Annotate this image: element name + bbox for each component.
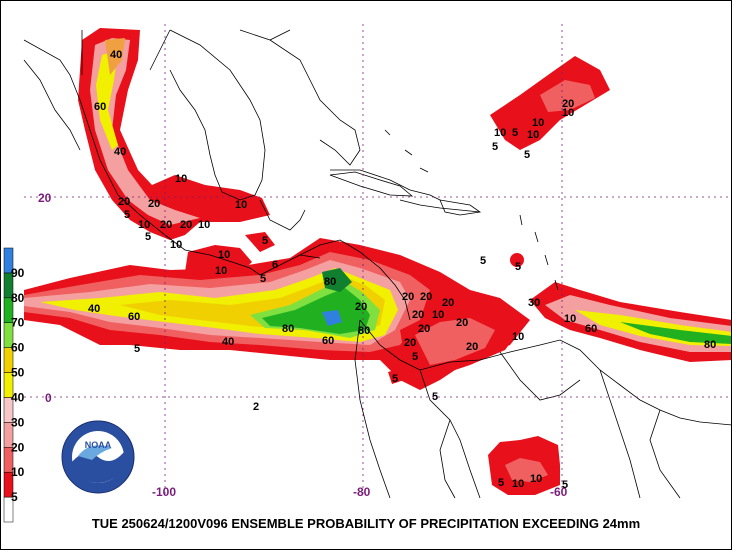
lon-label: -100 xyxy=(152,485,176,499)
contour-label: 20 xyxy=(418,323,430,335)
contour-label: 10 xyxy=(530,473,542,485)
field-itcz-blue xyxy=(322,310,342,326)
legend-label: 20 xyxy=(11,440,25,454)
lon-label: -80 xyxy=(353,485,371,499)
logo-text: NOAA xyxy=(85,440,112,450)
contour-label: 20 xyxy=(412,309,424,321)
field-atlantic-green xyxy=(620,322,732,344)
field-south-atlantic-salmon xyxy=(505,458,548,482)
contour-label: 40 xyxy=(222,336,234,348)
legend-label: 40 xyxy=(11,390,25,404)
contour-label: 40 xyxy=(88,303,100,315)
contour-label: 5 xyxy=(262,235,268,247)
lon-label: -60 xyxy=(550,485,568,499)
contour-label: 5 xyxy=(498,477,504,489)
contour-label: 30 xyxy=(528,297,540,309)
field-mexico-yellow xyxy=(96,50,118,150)
contour-label: 60 xyxy=(585,323,597,335)
contour-label: 60 xyxy=(322,335,334,347)
field-venezuela-salmon xyxy=(415,318,495,365)
lat-label: 0 xyxy=(45,391,52,405)
contour-label: 20 xyxy=(180,219,192,231)
contour-label: 5 xyxy=(412,351,418,363)
contour-labels: 40 60 40 10 10 20 20 5 10 20 20 10 5 10 … xyxy=(88,49,716,491)
noaa-logo: NOAA xyxy=(61,420,135,494)
contour-label: 20 xyxy=(442,297,454,309)
contour-label: 40 xyxy=(114,146,126,158)
contour-label: 10 xyxy=(527,129,539,141)
contour-label: 20 xyxy=(148,198,160,210)
contour-label: 10 xyxy=(170,239,182,251)
precip-fields xyxy=(24,28,732,495)
contour-label: 20 xyxy=(466,341,478,353)
color-legend: 5 10 20 30 40 50 60 70 80 90 xyxy=(3,247,25,523)
lat-label: 20 xyxy=(38,191,52,205)
legend-label: 90 xyxy=(11,266,25,280)
contour-label: 10 xyxy=(198,219,210,231)
contour-label: 5 xyxy=(432,391,438,403)
contour-label: 5 xyxy=(515,261,521,273)
contour-label: 10 xyxy=(494,127,506,139)
field-venezuela-red-2 xyxy=(388,368,404,384)
legend-label: 10 xyxy=(11,465,25,479)
field-mexico-pink xyxy=(90,38,200,225)
contour-label: 80 xyxy=(358,325,370,337)
field-mexico-orange xyxy=(105,38,125,75)
contour-label: 5 xyxy=(124,209,130,221)
legend-label: 30 xyxy=(11,415,25,429)
contour-label: 80 xyxy=(324,276,336,288)
contour-label: 10 xyxy=(512,331,524,343)
contour-label: 10 xyxy=(532,117,544,129)
contour-label: 10 xyxy=(564,313,576,325)
contour-label: 80 xyxy=(704,339,716,351)
contour-label: 5 xyxy=(145,231,151,243)
axis-labels: 20 0 -100 -80 -60 xyxy=(38,191,568,499)
gridlines xyxy=(24,24,732,498)
contour-label: 5 xyxy=(512,127,518,139)
contour-label: 20 xyxy=(118,196,130,208)
contour-label: 10 xyxy=(175,173,187,185)
contour-label: 10 xyxy=(218,249,230,261)
contour-label: 40 xyxy=(110,49,122,61)
field-itcz-darkgreen xyxy=(322,268,352,292)
contour-label: 5 xyxy=(480,255,486,267)
contour-label: 20 xyxy=(402,291,414,303)
legend-swatch xyxy=(3,247,14,274)
contour-label: 10 xyxy=(512,478,524,490)
legend-label: 60 xyxy=(11,341,25,355)
legend-label: 70 xyxy=(11,316,25,330)
contour-label: 5 xyxy=(392,373,398,385)
field-ca-red-2 xyxy=(245,232,275,252)
contour-label: 10 xyxy=(432,309,444,321)
contour-label: 10 xyxy=(138,219,150,231)
contour-label: 20 xyxy=(420,291,432,303)
islands xyxy=(384,129,559,291)
contour-label: 5 xyxy=(524,149,530,161)
contour-label: 20 xyxy=(160,219,172,231)
contour-label: 5 xyxy=(492,141,498,153)
contour-label: 20 xyxy=(562,98,574,110)
contour-label: 2 xyxy=(253,401,259,413)
contour-label: 5 xyxy=(562,479,568,491)
contour-label: 5 xyxy=(134,343,140,355)
contour-label: 20 xyxy=(355,301,367,313)
contour-label: 20 xyxy=(456,317,468,329)
contour-label: 10 xyxy=(215,265,227,277)
legend-label: 5 xyxy=(11,490,18,504)
contour-label: 80 xyxy=(282,323,294,335)
field-north-atlantic-salmon xyxy=(540,80,595,112)
contour-label: 60 xyxy=(128,311,140,323)
contour-label: 10 xyxy=(562,107,574,119)
field-itcz-green xyxy=(262,288,370,334)
contour-label: 20 xyxy=(404,337,416,349)
legend-label: 50 xyxy=(11,366,25,380)
contour-label: 10 xyxy=(235,199,247,211)
field-small-blob xyxy=(510,253,524,267)
contour-label: 6 xyxy=(272,259,278,271)
map-caption: TUE 250624/1200V096 ENSEMBLE PROBABILITY… xyxy=(91,516,641,531)
legend-label: 80 xyxy=(11,291,25,305)
contour-label: 5 xyxy=(260,273,266,285)
contour-label: 60 xyxy=(94,101,106,113)
